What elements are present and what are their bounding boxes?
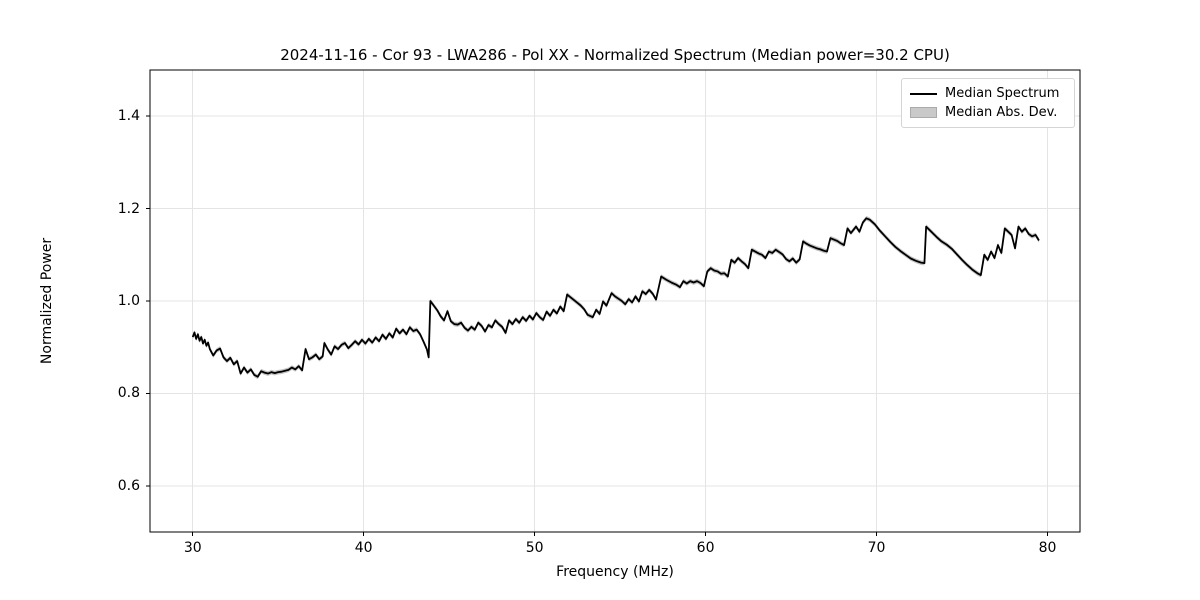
legend-item-median-spectrum: Median Spectrum [910, 84, 1066, 103]
x-tick-label: 50 [525, 540, 544, 556]
y-tick-label: 0.6 [117, 477, 140, 494]
legend-patch-swatch [910, 107, 937, 118]
x-tick-label: 60 [696, 540, 715, 556]
y-tick-label: 0.8 [117, 385, 140, 402]
x-tick-label: 80 [1038, 540, 1057, 556]
median-spectrum-line [191, 217, 1040, 378]
legend-label: Median Spectrum [945, 86, 1060, 101]
y-tick-label: 1.2 [117, 200, 140, 217]
x-tick-label: 40 [354, 540, 373, 556]
legend: Median Spectrum Median Abs. Dev. [901, 78, 1075, 128]
x-axis-label: Frequency (MHz) [556, 564, 674, 580]
y-tick-label: 1.0 [117, 293, 140, 309]
y-tick-label: 1.4 [117, 108, 140, 125]
y-axis-label: Normalized Power [39, 237, 55, 365]
chart-title: 2024-11-16 - Cor 93 - LWA286 - Pol XX - … [280, 46, 950, 64]
legend-label: Median Abs. Dev. [945, 105, 1058, 120]
x-tick-label: 70 [867, 540, 886, 556]
legend-item-median-abs-dev: Median Abs. Dev. [910, 103, 1066, 122]
x-tick-label: 30 [183, 540, 202, 556]
legend-line-swatch [910, 92, 937, 95]
